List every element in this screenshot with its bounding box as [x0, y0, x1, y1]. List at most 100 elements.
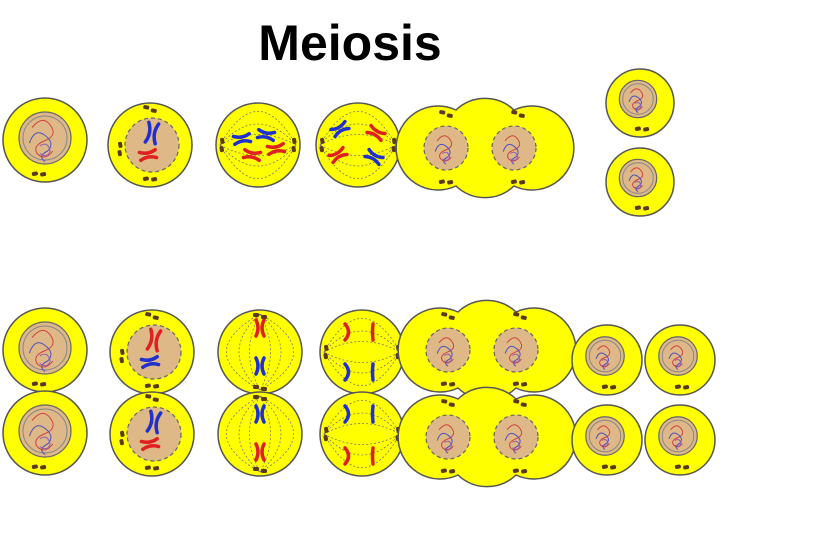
centriole	[142, 176, 149, 181]
chromatid	[255, 134, 275, 143]
chromatid	[370, 446, 375, 466]
centriole	[253, 313, 259, 317]
cell-membrane	[395, 97, 575, 199]
nucleus	[423, 125, 469, 171]
daughter-cell	[571, 404, 643, 476]
daughter-cell	[605, 68, 675, 138]
centriole	[261, 397, 267, 401]
chromatin	[28, 425, 52, 455]
chromatid	[329, 119, 347, 132]
chromatid	[367, 147, 385, 160]
chromatid	[343, 322, 351, 342]
daughter-cell	[605, 147, 675, 217]
nuclear-envelope	[22, 408, 68, 454]
centriole	[144, 465, 151, 470]
centriole	[440, 381, 447, 386]
spindle-fiber	[238, 395, 282, 473]
centriole-pair	[438, 179, 454, 185]
chromatin	[39, 353, 51, 367]
chromatid	[370, 322, 375, 342]
telophase-cell	[397, 386, 577, 488]
nuclear-envelope	[22, 115, 68, 161]
chromatid	[254, 442, 260, 462]
centriole-pair	[439, 110, 453, 118]
chromatid	[154, 329, 163, 353]
nucleus	[126, 324, 182, 380]
centriole	[521, 382, 528, 387]
centriole-pair	[513, 399, 527, 407]
chromatid	[152, 122, 161, 146]
chromatin	[595, 432, 609, 450]
spindle-fiber	[219, 123, 297, 167]
chromatid	[139, 354, 159, 363]
centriole	[31, 464, 38, 469]
chromatid	[370, 404, 375, 424]
chromatin	[39, 143, 51, 157]
centriole-pair	[634, 126, 650, 132]
chromatin	[595, 352, 609, 370]
centriole	[145, 394, 152, 399]
chromatin	[502, 143, 519, 165]
centriole-pair	[323, 426, 329, 442]
cell-membrane	[217, 391, 303, 477]
centriole-pair	[512, 468, 528, 474]
centriole	[512, 381, 519, 386]
chromosome	[363, 147, 385, 167]
centriole-pair	[144, 383, 160, 389]
nucleus	[493, 327, 539, 373]
metaphase-cell	[217, 391, 303, 477]
centriole	[143, 105, 150, 110]
centriole	[683, 385, 690, 390]
centriole	[120, 430, 125, 437]
cell-membrane	[315, 102, 401, 188]
chromatid	[137, 147, 157, 156]
centriole	[610, 385, 617, 390]
chromosome	[145, 409, 163, 435]
centriole	[153, 384, 160, 389]
nuclear-envelope	[22, 325, 68, 371]
daughter-cell	[644, 324, 716, 396]
daughter-cell	[644, 404, 716, 476]
chromatin	[444, 440, 453, 450]
nuclear-envelope	[661, 339, 695, 373]
nuclear-envelope	[622, 162, 654, 194]
chromatin	[601, 439, 609, 447]
nucleus	[425, 327, 471, 373]
nucleus	[618, 79, 658, 119]
chromatid	[231, 131, 251, 140]
prophase-cell	[109, 391, 195, 477]
cell-membrane	[215, 102, 301, 188]
chromatid	[139, 436, 159, 445]
chromatid	[363, 154, 381, 167]
centriole	[153, 466, 160, 471]
centriole	[610, 465, 617, 470]
chromatin	[512, 440, 521, 450]
nuclear-envelope	[588, 339, 622, 373]
chromatid	[233, 138, 253, 147]
centriole	[513, 399, 520, 404]
chromatid	[267, 148, 287, 157]
centriole-pair	[253, 467, 267, 473]
chromatid	[260, 404, 266, 424]
centriole	[439, 110, 446, 115]
centriole-pair	[391, 137, 397, 153]
centriole	[449, 382, 456, 387]
chromatin	[28, 132, 52, 162]
chromatin	[601, 359, 609, 367]
centriole-pair	[145, 312, 159, 320]
nuclear-envelope	[588, 419, 622, 453]
spindle-fiber	[319, 134, 397, 156]
centriole	[446, 113, 453, 118]
nucleus	[585, 336, 625, 376]
nucleus	[18, 111, 72, 165]
nucleus	[658, 336, 698, 376]
chromatid	[327, 145, 345, 158]
chromatid	[331, 152, 349, 165]
metaphase-cell	[217, 309, 303, 395]
chromatin	[436, 345, 453, 367]
chromatid	[241, 154, 261, 163]
centriole-pair	[119, 430, 125, 446]
nucleus	[124, 117, 180, 173]
chromosome	[231, 131, 253, 147]
spindle-fiber	[323, 400, 401, 468]
